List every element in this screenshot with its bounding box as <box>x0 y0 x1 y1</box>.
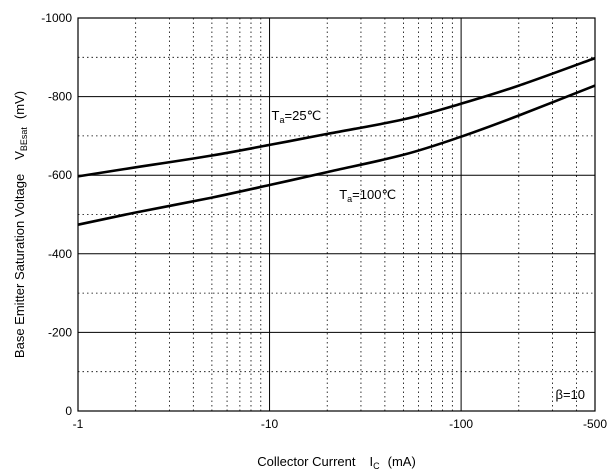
y-tick-label: -600 <box>48 168 72 182</box>
x-tick-label: -100 <box>449 417 473 431</box>
series-label-25c: Ta=25℃ <box>272 108 322 125</box>
grid <box>78 18 596 411</box>
x-axis-label: Collector Current IC (mA) <box>257 454 416 470</box>
y-tick-label: -800 <box>48 90 72 104</box>
y-tick-label: -400 <box>48 247 72 261</box>
y-tick-label: -1000 <box>41 11 72 25</box>
series-line-1 <box>77 84 596 226</box>
series-label-100c: Ta=100℃ <box>339 187 396 204</box>
x-tick-label: -1 <box>73 417 84 431</box>
tick-labels: -1 -10 -100 -500 0 -200 -400 -600 -800 -1000 <box>41 11 607 431</box>
y-tick-label: 0 <box>65 404 72 418</box>
x-tick-label: -10 <box>261 417 279 431</box>
series-line-0 <box>77 56 596 178</box>
x-tick-label: -500 <box>583 417 607 431</box>
series-layer <box>77 56 596 226</box>
y-axis-label: Base Emitter Saturation VoltageVBEsat(mV… <box>12 91 29 358</box>
plot-frame <box>77 17 596 412</box>
beta-annotation: β=10 <box>555 387 585 402</box>
y-tick-label: -200 <box>48 325 72 339</box>
